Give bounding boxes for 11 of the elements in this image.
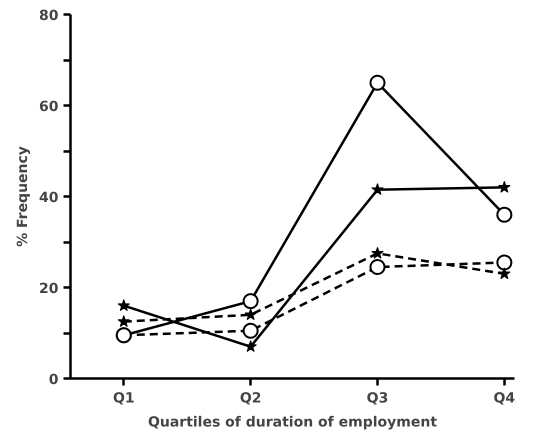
- x-tick-label: Q4: [494, 390, 516, 406]
- x-axis-title: Quartiles of duration of employment: [148, 414, 438, 430]
- y-tick-label: 60: [39, 99, 59, 115]
- y-tick-label: 80: [39, 8, 59, 24]
- y-axis-title: % Frequency: [15, 146, 32, 247]
- x-tick-label: Q2: [240, 390, 262, 406]
- y-tick-label: 40: [39, 190, 59, 206]
- y-tick-label: 0: [48, 372, 59, 388]
- y-tick-label: 20: [39, 281, 59, 297]
- x-tick-label: Q3: [366, 390, 388, 406]
- x-tick-label: Q1: [112, 390, 135, 406]
